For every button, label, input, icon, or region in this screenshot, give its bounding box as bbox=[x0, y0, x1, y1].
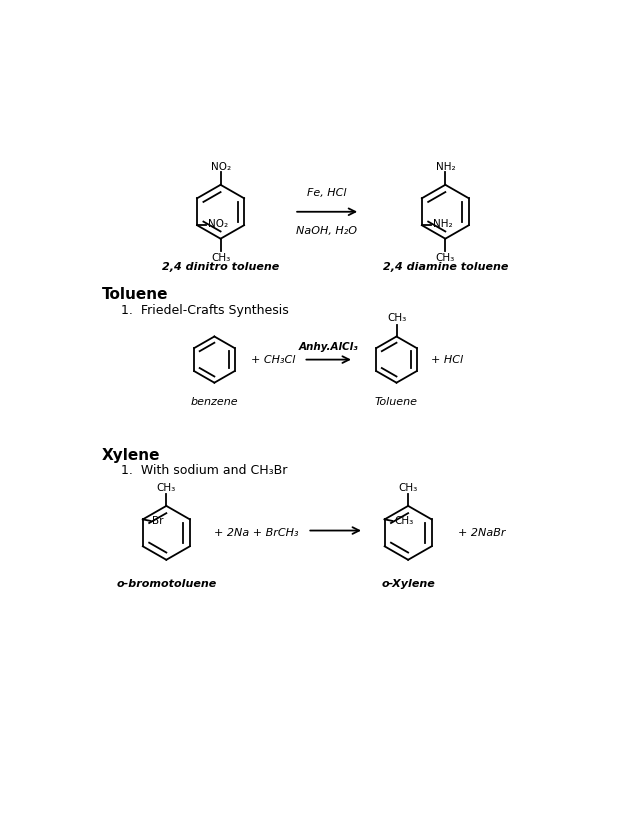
Text: Xylene: Xylene bbox=[102, 448, 161, 463]
Text: benzene: benzene bbox=[190, 397, 238, 407]
Text: + 2NaBr: + 2NaBr bbox=[459, 528, 506, 538]
Text: + HCl: + HCl bbox=[432, 355, 464, 364]
Text: NO₂: NO₂ bbox=[211, 161, 231, 172]
Text: NaOH, H₂O: NaOH, H₂O bbox=[296, 226, 357, 236]
Text: 2,4 diamine toluene: 2,4 diamine toluene bbox=[382, 262, 508, 272]
Text: Br: Br bbox=[152, 516, 164, 526]
Text: 1.  Friedel-Crafts Synthesis: 1. Friedel-Crafts Synthesis bbox=[122, 304, 289, 317]
Text: NH₂: NH₂ bbox=[433, 219, 452, 230]
Text: Toluene: Toluene bbox=[102, 287, 168, 302]
Text: + CH₃Cl: + CH₃Cl bbox=[251, 355, 295, 364]
Text: CH₃: CH₃ bbox=[387, 314, 406, 324]
Text: NO₂: NO₂ bbox=[208, 219, 228, 230]
Text: NH₂: NH₂ bbox=[437, 161, 456, 172]
Text: o-bromotoluene: o-bromotoluene bbox=[116, 579, 217, 589]
Text: CH₃: CH₃ bbox=[394, 516, 413, 526]
Text: CH₃: CH₃ bbox=[211, 253, 230, 262]
Text: 2,4 dinitro toluene: 2,4 dinitro toluene bbox=[162, 262, 279, 272]
Text: + 2Na + BrCH₃: + 2Na + BrCH₃ bbox=[214, 528, 299, 538]
Text: CH₃: CH₃ bbox=[399, 482, 418, 493]
Text: Anhy.AlCl₃: Anhy.AlCl₃ bbox=[299, 342, 358, 352]
Text: Toluene: Toluene bbox=[375, 397, 418, 407]
Text: Fe, HCl: Fe, HCl bbox=[307, 188, 347, 198]
Text: o-Xylene: o-Xylene bbox=[381, 579, 435, 589]
Text: CH₃: CH₃ bbox=[436, 253, 455, 262]
Text: CH₃: CH₃ bbox=[157, 482, 176, 493]
Text: 1.  With sodium and CH₃Br: 1. With sodium and CH₃Br bbox=[122, 464, 288, 477]
